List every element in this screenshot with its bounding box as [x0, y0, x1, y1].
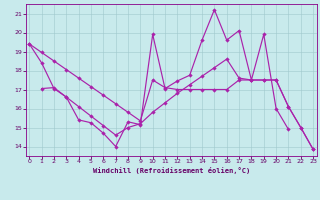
X-axis label: Windchill (Refroidissement éolien,°C): Windchill (Refroidissement éolien,°C)	[92, 167, 250, 174]
